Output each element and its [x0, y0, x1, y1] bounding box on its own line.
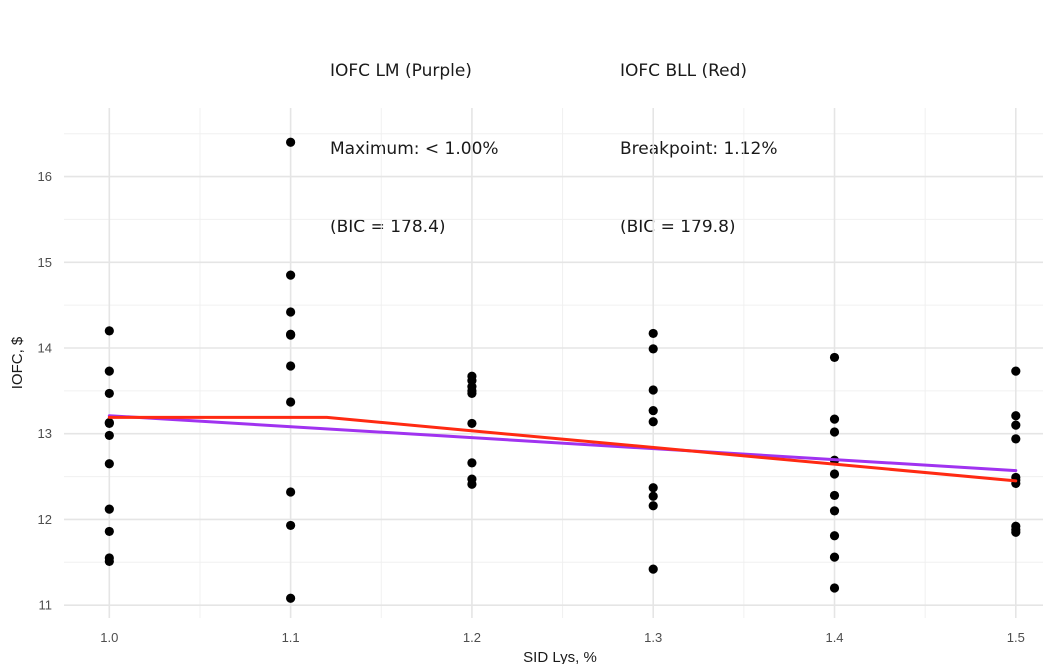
data-point [648, 405, 658, 416]
data-point [104, 326, 114, 336]
annotation-red-line-3: (BIC = 179.8) [620, 217, 736, 237]
series-line-red [107, 415, 1018, 483]
data-point [829, 506, 840, 516]
data-point [829, 490, 840, 501]
data-point [286, 330, 296, 340]
data-point [286, 307, 296, 317]
data-point [104, 556, 114, 567]
y-tick-label: 15 [38, 255, 52, 270]
data-point [829, 414, 840, 424]
data-point [467, 388, 477, 399]
data-point [648, 344, 658, 354]
data-point [467, 458, 477, 468]
data-point [829, 469, 840, 479]
y-axis-label: IOFC, $ [9, 336, 26, 389]
annotation-red-line-2: Breakpoint: 1.12% [620, 139, 778, 159]
x-tick-label: 1.4 [825, 630, 843, 645]
data-point [104, 430, 114, 441]
data-point [104, 418, 114, 429]
data-point [104, 504, 114, 514]
y-tick-label: 13 [38, 426, 52, 441]
y-tick-label: 11 [39, 598, 53, 613]
series-line-purple [107, 414, 1018, 473]
data-point [829, 583, 840, 593]
data-point [648, 491, 658, 501]
data-point [286, 270, 296, 280]
data-point [829, 552, 840, 562]
data-point [104, 388, 114, 399]
x-tick-label: 1.0 [100, 630, 118, 645]
data-point [467, 418, 477, 429]
y-tick-label: 16 [38, 169, 52, 184]
data-point [648, 483, 658, 493]
data-point [829, 352, 840, 363]
data-point [1011, 411, 1021, 421]
data-point [286, 593, 296, 603]
data-point [104, 526, 114, 537]
data-point [648, 417, 658, 427]
data-point [1011, 527, 1021, 537]
data-point [648, 564, 658, 574]
data-point [467, 479, 477, 489]
x-tick-label: 1.3 [644, 630, 662, 645]
data-point [1011, 366, 1021, 376]
data-point [1011, 420, 1021, 430]
data-point [286, 520, 296, 531]
data-point [648, 501, 658, 511]
data-point [104, 459, 114, 469]
x-tick-label: 1.2 [463, 630, 481, 645]
data-point [648, 385, 658, 395]
data-point [1011, 434, 1021, 444]
annotation-red: IOFC BLL (Red) Breakpoint: 1.12% (BIC = … [620, 6, 778, 292]
y-tick-label: 12 [38, 512, 52, 527]
data-point [648, 328, 658, 339]
data-point [286, 487, 296, 497]
x-tick-label: 1.5 [1007, 630, 1025, 645]
data-point [829, 531, 840, 541]
data-point [104, 366, 114, 376]
data-point [829, 427, 840, 437]
data-point [286, 361, 296, 371]
x-axis-label: SID Lys, % [523, 649, 597, 664]
data-point [286, 397, 296, 407]
data-point [286, 137, 296, 147]
annotation-purple-line-1: IOFC LM (Purple) [330, 61, 472, 81]
x-tick-label: 1.1 [282, 630, 300, 645]
annotation-red-line-1: IOFC BLL (Red) [620, 61, 748, 81]
y-tick-label: 14 [38, 341, 52, 356]
